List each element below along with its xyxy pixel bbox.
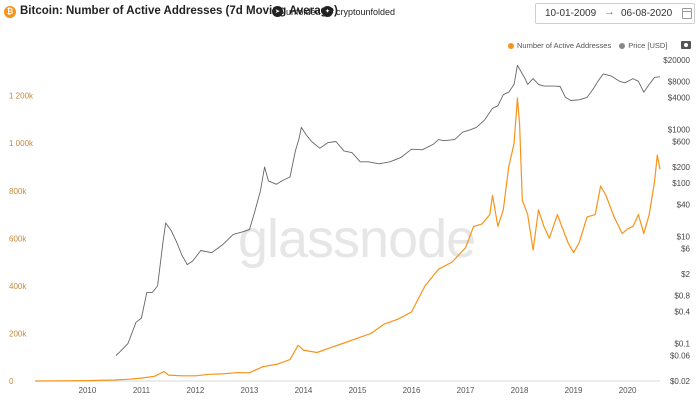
right-tick-label: $40	[677, 200, 691, 209]
telegram-icon: ➤	[272, 6, 283, 17]
right-tick-label: $0.02	[670, 377, 691, 386]
legend-item-price[interactable]: Price [USD]	[619, 41, 667, 50]
x-tick-label: 2015	[349, 386, 367, 395]
right-axis: $0.02 $0.06 $0.1 $0.4 $0.8 $2 $6 $10 $40 $100 $200…	[663, 56, 690, 386]
plot-series	[34, 64, 661, 382]
twitter-link[interactable]: ✦ cryptounfolded	[322, 6, 395, 17]
right-tick-label: $8000	[668, 77, 691, 86]
x-tick-label: 2020	[619, 386, 637, 395]
x-axis: 2010 2011 2012 2013 2014 2015 2016 2017 2018 2019…	[35, 380, 660, 395]
camera-icon[interactable]	[681, 41, 691, 49]
twitter-icon: ✦	[322, 6, 333, 17]
calendar-icon[interactable]	[682, 8, 692, 19]
left-tick-label: 800k	[9, 187, 27, 196]
right-tick-label: $2	[681, 270, 690, 279]
twitter-handle: cryptounfolded	[336, 6, 396, 17]
right-tick-label: $20000	[663, 56, 690, 65]
left-tick-label: 0	[9, 377, 14, 386]
left-tick-label: 1 200k	[9, 92, 34, 101]
left-axis: 0 200k 400k 600k 800k 1 000k 1 200k	[9, 92, 34, 386]
x-tick-label: 2017	[457, 386, 475, 395]
right-tick-label: $10	[677, 233, 691, 242]
price-line	[115, 64, 661, 356]
chart-header: ₿ Bitcoin: Number of Active Addresses (7…	[0, 0, 700, 26]
telegram-link[interactable]: ➤ unfolded	[272, 6, 321, 17]
telegram-handle: unfolded	[286, 6, 321, 17]
legend-label-price: Price [USD]	[628, 41, 668, 50]
right-tick-label: $200	[672, 163, 690, 172]
active-addresses-line	[34, 97, 661, 382]
legend-item-addresses[interactable]: Number of Active Addresses	[508, 41, 611, 50]
x-tick-label: 2016	[403, 386, 421, 395]
right-tick-label: $4000	[668, 93, 691, 102]
x-tick-label: 2010	[79, 386, 97, 395]
right-tick-label: $6	[681, 244, 690, 253]
date-range-picker[interactable]: 10-01-2009 → 06-08-2020	[535, 3, 695, 24]
right-tick-label: $100	[672, 179, 690, 188]
right-tick-label: $600	[672, 137, 690, 146]
right-tick-label: $0.8	[674, 291, 690, 300]
watermark: glassnode	[238, 209, 475, 269]
legend-label-addresses: Number of Active Addresses	[517, 41, 612, 50]
right-tick-label: $1000	[668, 126, 691, 135]
date-to[interactable]: 06-08-2020	[621, 8, 673, 19]
legend-dot-addresses	[508, 42, 514, 49]
legend-dot-price	[619, 42, 626, 49]
x-tick-label: 2011	[133, 386, 151, 395]
left-tick-label: 200k	[9, 329, 27, 338]
left-tick-label: 600k	[9, 234, 27, 243]
date-from[interactable]: 10-01-2009	[545, 8, 597, 19]
x-tick-label: 2013	[241, 386, 259, 395]
date-arrow-icon: →	[604, 6, 615, 18]
chart-legend: Number of Active Addresses Price [USD]	[508, 41, 675, 50]
right-tick-label: $0.4	[674, 307, 690, 316]
x-tick-label: 2012	[187, 386, 205, 395]
left-tick-label: 400k	[9, 282, 27, 291]
right-tick-label: $0.06	[670, 351, 691, 360]
x-tick-label: 2014	[295, 386, 313, 395]
chart-title: Bitcoin: Number of Active Addresses (7d …	[20, 5, 338, 17]
left-tick-label: 1 000k	[9, 139, 34, 148]
x-tick-label: 2018	[511, 386, 529, 395]
right-tick-label: $0.1	[674, 340, 690, 349]
x-tick-label: 2019	[565, 386, 583, 395]
bitcoin-icon: ₿	[4, 6, 16, 18]
